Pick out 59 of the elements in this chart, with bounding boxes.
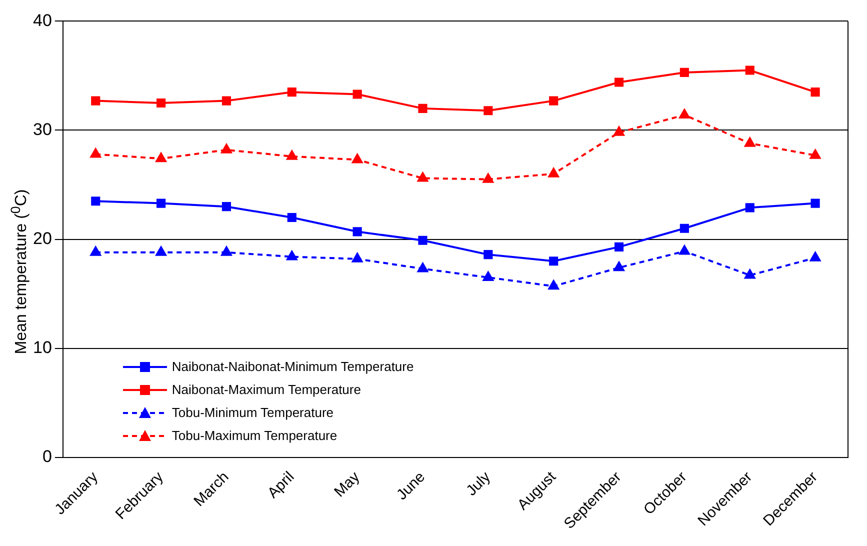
point [680, 68, 689, 77]
x-tick-label: July [463, 468, 494, 500]
point [287, 88, 296, 97]
point [810, 198, 820, 208]
point [222, 202, 232, 212]
point [91, 196, 100, 206]
point [482, 173, 494, 183]
point [352, 154, 363, 164]
point [810, 149, 821, 159]
point [352, 252, 363, 262]
point [744, 269, 756, 279]
point [810, 88, 820, 97]
point [156, 198, 166, 208]
point [352, 227, 362, 236]
point [548, 168, 559, 178]
point [221, 144, 232, 154]
point [484, 250, 493, 260]
point [287, 212, 296, 222]
y-tick-label: 20 [32, 228, 52, 248]
point [156, 152, 166, 162]
point [745, 66, 754, 75]
point [549, 96, 558, 106]
point [810, 252, 821, 262]
point [222, 96, 232, 106]
point [680, 224, 689, 233]
point [482, 271, 494, 281]
legend-label: Tobu-Maximum Temperature [172, 428, 338, 444]
point [679, 108, 690, 118]
legend-label: Naibonat-Naibonat-Minimum Temperature [172, 359, 414, 374]
y-tick-label: 10 [32, 338, 52, 358]
point [745, 203, 754, 212]
point [90, 148, 101, 158]
point [221, 246, 232, 256]
point [484, 106, 493, 116]
point [614, 262, 624, 272]
x-tick-label: May [331, 468, 364, 501]
point [549, 256, 558, 266]
point [417, 262, 428, 272]
point [418, 236, 428, 245]
y-tick-label: 40 [32, 10, 52, 30]
point [679, 245, 690, 255]
point [352, 90, 362, 99]
point [156, 98, 166, 108]
point [418, 104, 428, 113]
point [614, 242, 624, 252]
point [286, 250, 298, 260]
point [156, 246, 166, 256]
y-tick-label: 0 [42, 447, 52, 466]
point [417, 172, 428, 182]
point [614, 126, 624, 136]
legend-label: Tobu-Minimum Temperature [172, 405, 334, 420]
y-tick-label: 30 [32, 120, 52, 139]
point [548, 280, 559, 290]
point [91, 96, 100, 106]
point [286, 150, 298, 160]
point [744, 137, 756, 147]
legend-label: Naibonat-Maximum Temperature [172, 382, 361, 398]
point [90, 246, 101, 256]
point [614, 78, 624, 87]
